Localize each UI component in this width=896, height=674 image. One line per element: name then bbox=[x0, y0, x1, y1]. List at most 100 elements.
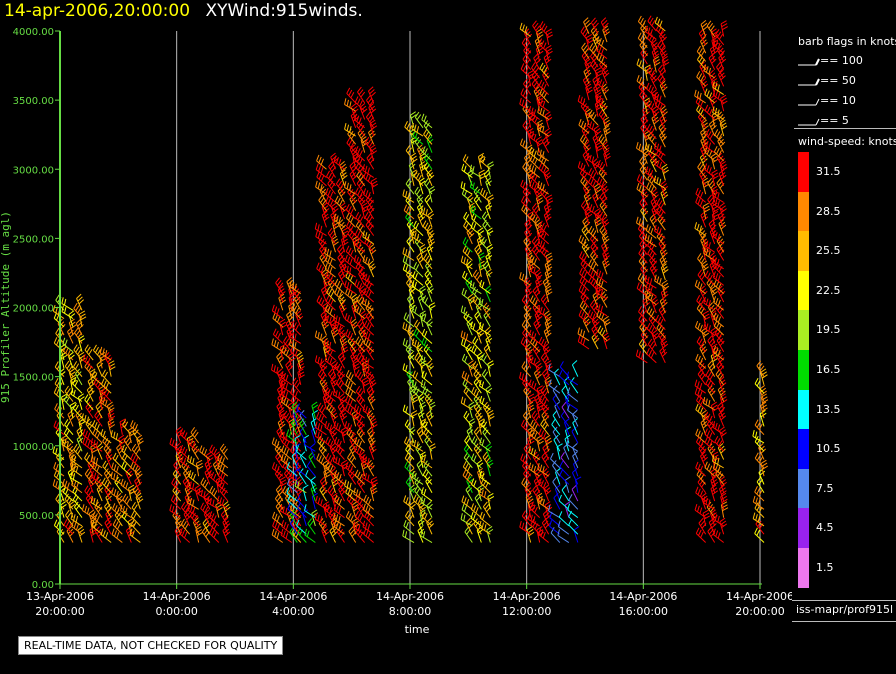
wind-barb bbox=[656, 197, 666, 214]
wind-barb bbox=[403, 436, 415, 452]
wind-barb bbox=[587, 267, 599, 283]
wind-barb bbox=[362, 329, 374, 344]
wind-barb bbox=[364, 510, 375, 527]
wind-barb bbox=[180, 518, 191, 535]
wind-barb bbox=[530, 419, 541, 436]
wind-barb bbox=[524, 219, 533, 236]
wind-barb bbox=[91, 520, 103, 535]
wind-barb bbox=[461, 370, 473, 386]
wind-barb bbox=[71, 520, 83, 535]
wind-barb bbox=[716, 335, 725, 352]
wind-barb bbox=[647, 338, 657, 355]
wind-barb bbox=[537, 180, 549, 195]
wind-barb bbox=[362, 471, 374, 485]
wind-barb bbox=[333, 213, 345, 228]
wind-barb bbox=[130, 510, 141, 527]
wind-barb bbox=[186, 496, 199, 510]
wind-barb bbox=[595, 277, 608, 292]
wind-barb bbox=[521, 361, 532, 377]
wind-barb bbox=[539, 394, 550, 411]
wind-barb bbox=[323, 338, 336, 353]
wind-barb bbox=[646, 182, 657, 198]
wind-barb bbox=[519, 22, 531, 37]
wind-barb bbox=[294, 479, 307, 494]
wind-barb bbox=[579, 267, 590, 283]
speed-legend-row: 19.5 bbox=[798, 310, 894, 350]
wind-barb bbox=[714, 435, 725, 452]
wind-barb bbox=[486, 227, 494, 245]
speed-label: 31.5 bbox=[816, 165, 841, 178]
wind-barb bbox=[280, 379, 293, 394]
wind-barb bbox=[636, 174, 648, 189]
wind-barb bbox=[362, 230, 374, 245]
barb-legend-title: barb flags in knots bbox=[798, 35, 896, 48]
wind-barb bbox=[465, 484, 473, 502]
wind-barb bbox=[344, 181, 356, 195]
wind-barb bbox=[314, 330, 327, 344]
wind-barb bbox=[571, 484, 579, 502]
wind-barb bbox=[199, 445, 211, 460]
wind-barb bbox=[275, 501, 284, 518]
wind-barb bbox=[106, 401, 115, 419]
wind-barb bbox=[362, 355, 374, 369]
wind-barb bbox=[279, 343, 288, 361]
wind-barb bbox=[354, 145, 366, 162]
wind-barb bbox=[111, 462, 123, 477]
wind-barb bbox=[101, 477, 112, 494]
wind-barb bbox=[299, 451, 307, 469]
wind-barb bbox=[357, 86, 366, 104]
wind-barb bbox=[222, 525, 231, 543]
wind-barb bbox=[707, 385, 716, 402]
wind-barb bbox=[541, 451, 550, 469]
wind-barb bbox=[702, 509, 710, 527]
wind-barb bbox=[344, 421, 356, 436]
wind-barb bbox=[411, 122, 424, 137]
wind-barb bbox=[478, 379, 491, 394]
wind-barb bbox=[297, 368, 305, 386]
wind-barb bbox=[298, 468, 307, 485]
wind-barb bbox=[73, 443, 83, 460]
wind-barb bbox=[362, 520, 374, 535]
wind-barb bbox=[130, 420, 141, 436]
wind-barb bbox=[347, 186, 357, 203]
wind-barb bbox=[103, 468, 112, 485]
wind-barb bbox=[275, 277, 284, 294]
wind-barb bbox=[96, 360, 104, 377]
wind-barb bbox=[131, 443, 141, 460]
wind-barb bbox=[73, 344, 83, 361]
wind-barb bbox=[355, 212, 366, 228]
wind-barb bbox=[179, 527, 190, 543]
wind-barb bbox=[598, 134, 608, 151]
wind-barb bbox=[461, 287, 473, 303]
wind-barb bbox=[466, 260, 473, 278]
wind-barb bbox=[367, 127, 376, 145]
wind-barb bbox=[130, 461, 141, 477]
wind-barb bbox=[215, 501, 223, 518]
wind-barb bbox=[718, 409, 727, 427]
wind-barb bbox=[317, 369, 327, 386]
wind-barb bbox=[291, 527, 302, 543]
wind-barb bbox=[700, 451, 708, 469]
wind-barb bbox=[596, 77, 608, 93]
wind-barb bbox=[121, 461, 132, 477]
wind-barb bbox=[637, 15, 648, 32]
wind-barb bbox=[104, 501, 113, 518]
wind-barb bbox=[697, 253, 707, 270]
wind-barb bbox=[712, 512, 724, 527]
wind-barb bbox=[635, 349, 648, 364]
wind-barb bbox=[209, 485, 220, 502]
wind-barb bbox=[64, 493, 74, 510]
wind-barb bbox=[63, 519, 74, 535]
wind-barb bbox=[583, 17, 592, 34]
wind-barb bbox=[353, 238, 365, 253]
wind-barb bbox=[712, 106, 724, 120]
wind-barb bbox=[719, 426, 727, 444]
wind-barb bbox=[651, 114, 660, 131]
wind-barb bbox=[694, 279, 706, 295]
wind-barb bbox=[303, 504, 316, 519]
wind-barb bbox=[461, 495, 473, 510]
wind-barb bbox=[636, 182, 648, 198]
wind-barb bbox=[92, 344, 103, 361]
speed-swatch bbox=[798, 152, 809, 192]
wind-barb bbox=[479, 279, 491, 295]
